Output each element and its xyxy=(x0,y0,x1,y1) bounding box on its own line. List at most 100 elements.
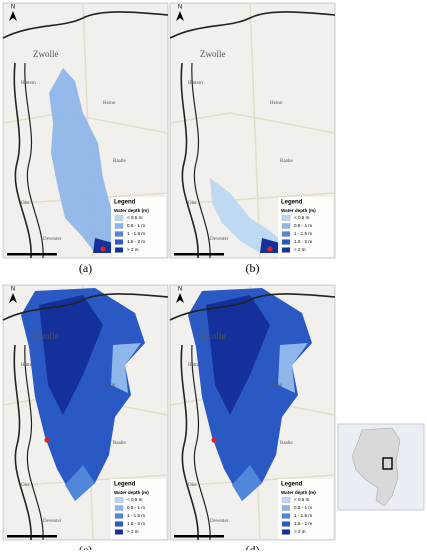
place-label: Zwolle xyxy=(200,331,226,341)
place-label: Heino xyxy=(103,383,116,388)
legend-title: Legend xyxy=(114,482,136,488)
scale-bar xyxy=(7,253,57,256)
legend-label: 0.5 - 1 m xyxy=(127,505,145,510)
place-label: Raalte xyxy=(113,441,127,446)
river xyxy=(24,344,44,541)
place-label: Hattem xyxy=(21,363,36,368)
legend-swatch xyxy=(114,223,124,229)
legend-swatch xyxy=(114,513,124,519)
flood-deep xyxy=(206,295,270,415)
legend-swatch xyxy=(281,497,291,503)
legend-swatch xyxy=(114,505,124,511)
legend-title: Legend xyxy=(281,200,303,206)
legend-label: 0.5 - 1 m xyxy=(294,223,312,228)
river xyxy=(169,11,336,39)
place-label: Heino xyxy=(270,101,283,106)
panel-label: (a) xyxy=(79,261,92,275)
north-arrow xyxy=(176,11,184,21)
flood-extent xyxy=(210,178,282,253)
legend-swatch xyxy=(281,505,291,511)
legend-label: 1 - 1.5 m xyxy=(294,513,312,518)
north-label: N xyxy=(11,5,15,11)
legend-label: 0.5 - 1 m xyxy=(294,505,312,510)
legend-subtitle: Water depth (m) xyxy=(114,490,149,495)
legend-label: 1.5 - 2 m xyxy=(294,521,312,526)
place-label: Zwolle xyxy=(33,49,59,59)
map-panel: N Zwolle Hattem Heino Raalte Olst Deventer Lege… xyxy=(169,284,336,541)
legend-subtitle: Water depth (m) xyxy=(281,208,316,213)
north-arrow xyxy=(9,293,17,303)
north-label: N xyxy=(178,5,182,11)
place-label: Zwolle xyxy=(33,331,59,341)
legend-label: > 2 m xyxy=(127,247,139,252)
legend-swatch xyxy=(281,215,291,221)
river xyxy=(191,344,211,541)
river xyxy=(13,344,32,541)
legend-label: < 0.5 m xyxy=(127,215,143,220)
legend-label: > 2 m xyxy=(294,247,306,252)
place-label: Olst xyxy=(188,483,197,488)
place-label: Olst xyxy=(21,201,30,206)
north-label: N xyxy=(11,287,15,293)
legend-swatch xyxy=(114,529,124,535)
place-label: Raalte xyxy=(280,441,294,446)
panel-label: (c) xyxy=(79,543,92,550)
legend-swatch xyxy=(281,513,291,519)
legend-swatch xyxy=(114,215,124,221)
legend-label: < 0.5 m xyxy=(127,497,143,502)
legend-label: 1.5 - 2 m xyxy=(127,521,145,526)
map-panel: N Zwolle Hattem Heino Raalte Olst Deventer Lege… xyxy=(169,2,336,259)
flood-shallow xyxy=(278,343,308,393)
place-label: Raalte xyxy=(113,159,127,164)
river xyxy=(191,62,211,259)
legend-swatch xyxy=(281,231,291,237)
legend-title: Legend xyxy=(114,200,136,206)
legend-title: Legend xyxy=(281,482,303,488)
legend-swatch xyxy=(114,497,124,503)
legend-swatch xyxy=(114,521,124,527)
map-panel: N Zwolle Hattem Heino Raalte Olst Deventer Lege… xyxy=(2,2,169,259)
place-label: Hattem xyxy=(21,81,36,86)
scale-bar xyxy=(7,535,57,538)
place-label: Deventer xyxy=(210,237,229,242)
place-label: Olst xyxy=(21,483,30,488)
north-arrow xyxy=(9,11,17,21)
place-label: Deventer xyxy=(210,519,229,524)
scale-bar xyxy=(174,535,224,538)
flood-extent xyxy=(49,68,115,253)
legend-swatch xyxy=(281,529,291,535)
place-label: Hattem xyxy=(188,81,203,86)
flood-deep xyxy=(39,295,103,415)
flood-shallow xyxy=(111,343,141,393)
place-label: Heino xyxy=(270,383,283,388)
scale-bar xyxy=(174,253,224,256)
legend-subtitle: Water depth (m) xyxy=(114,208,149,213)
place-label: Olst xyxy=(188,201,197,206)
place-label: Heino xyxy=(103,101,116,106)
legend-label: 0.5 - 1 m xyxy=(127,223,145,228)
legend-label: > 2 m xyxy=(127,529,139,534)
river xyxy=(13,62,32,259)
river xyxy=(180,62,199,259)
breach-point xyxy=(267,246,273,252)
legend-label: < 0.5 m xyxy=(294,497,310,502)
river xyxy=(24,62,44,259)
flood-edge xyxy=(232,465,262,501)
place-label: Zwolle xyxy=(200,49,226,59)
panel-label: (b) xyxy=(246,261,260,275)
breach-point xyxy=(100,246,106,252)
river xyxy=(2,11,169,39)
legend-swatch xyxy=(281,223,291,229)
north-label: N xyxy=(178,287,182,293)
panel-label: (d) xyxy=(246,543,260,550)
legend-label: < 0.5 m xyxy=(294,215,310,220)
place-label: Deventer xyxy=(43,237,62,242)
legend-label: 1 - 1.5 m xyxy=(127,231,145,236)
legend-swatch xyxy=(281,247,291,253)
legend-swatch xyxy=(114,231,124,237)
north-arrow xyxy=(176,293,184,303)
place-label: Raalte xyxy=(280,159,294,164)
legend-label: 1.5 - 2 m xyxy=(294,239,312,244)
legend-swatch xyxy=(114,247,124,253)
